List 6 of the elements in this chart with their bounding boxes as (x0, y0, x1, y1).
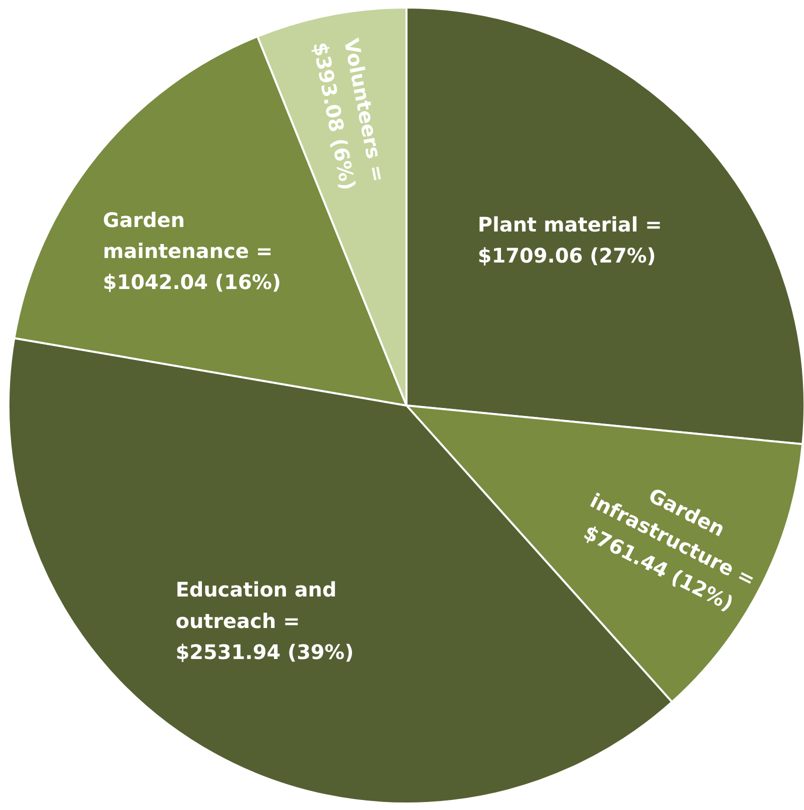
data-label: $1709.06 (27%) (478, 244, 656, 268)
data-label: $1042.04 (16%) (102, 270, 282, 294)
slice-label: Education and outreach = (176, 578, 337, 633)
slice-label: Garden maintenance = (102, 208, 273, 263)
data-label: $2531.94 (39%) (176, 640, 354, 664)
slice-label: Plant material = (478, 212, 662, 236)
